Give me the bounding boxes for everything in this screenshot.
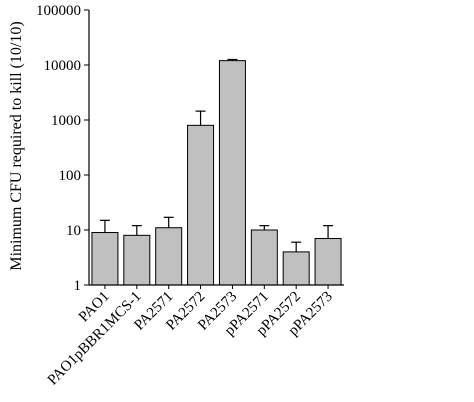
bar bbox=[218, 60, 246, 286]
error-bars bbox=[99, 58, 334, 252]
y-axis-ticks: 1 10 100 1000 10000 100000 bbox=[36, 3, 89, 294]
y-tick-label: 10 bbox=[66, 223, 81, 239]
bar bbox=[250, 229, 278, 286]
y-tick-label: 100000 bbox=[36, 3, 81, 19]
bars bbox=[91, 60, 342, 286]
axes bbox=[88, 10, 344, 286]
bar bbox=[91, 232, 119, 286]
bar bbox=[123, 234, 151, 286]
y-tick-label: 100 bbox=[59, 168, 82, 184]
bar bbox=[155, 227, 183, 286]
bar bbox=[282, 251, 310, 286]
y-tick-label: 10000 bbox=[44, 58, 82, 74]
y-tick-label: 1 bbox=[74, 278, 82, 294]
x-axis-labels: PAO1PAO1pBBR1MCS-1PA2571PA2572PA2573pPA2… bbox=[45, 285, 336, 388]
bar bbox=[314, 238, 342, 286]
y-tick-label: 1000 bbox=[51, 113, 81, 129]
y-axis-title: Minimum CFU required to kill (10/10) bbox=[8, 21, 25, 270]
bar bbox=[187, 124, 215, 286]
